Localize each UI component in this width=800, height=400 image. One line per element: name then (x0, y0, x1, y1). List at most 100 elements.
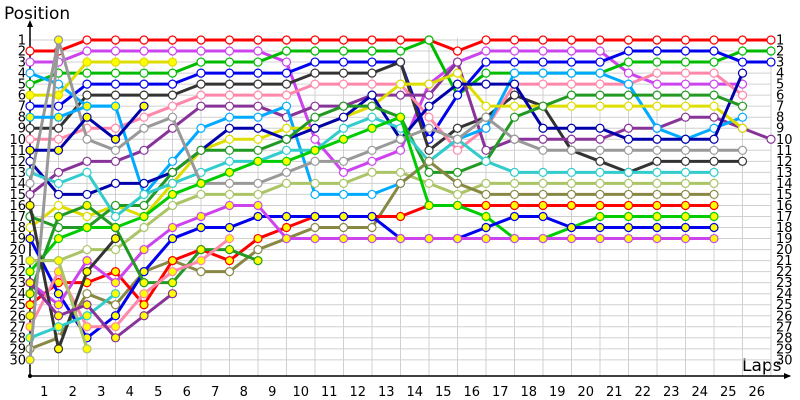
data-point (680, 145, 691, 155)
data-point (82, 300, 92, 310)
data-point (310, 134, 320, 144)
y-tick-label: 23 (776, 276, 793, 291)
data-point (680, 112, 691, 122)
data-point (110, 322, 121, 332)
data-point (652, 79, 662, 89)
data-point (25, 289, 35, 299)
data-point (25, 134, 35, 144)
y-tick-label: 4 (18, 67, 26, 82)
data-point (367, 90, 377, 100)
data-point (253, 211, 263, 222)
y-tick-label: 5 (776, 78, 784, 93)
x-tick-label: 15 (435, 385, 452, 400)
data-point (509, 90, 520, 100)
data-point (25, 267, 35, 277)
data-point (709, 134, 719, 144)
data-point (623, 79, 634, 89)
data-point (766, 35, 776, 45)
data-point (167, 35, 178, 45)
data-point (538, 79, 548, 89)
series-line (29, 93, 744, 230)
series-darkgrey-filled (25, 200, 121, 354)
x-tick-label: 25 (720, 385, 737, 400)
x-tick-label: 4 (126, 385, 134, 400)
series-grey-hollow (25, 35, 748, 188)
data-point (224, 167, 235, 177)
data-point (766, 134, 776, 144)
x-tick-label: 20 (577, 385, 594, 400)
y-tick-label: 21 (776, 254, 793, 269)
data-point (652, 189, 662, 200)
data-point (310, 112, 320, 122)
data-point (25, 68, 35, 78)
data-point (253, 112, 263, 122)
x-tick-label: 2 (69, 385, 77, 400)
data-point (25, 278, 35, 288)
data-point (110, 57, 121, 67)
data-point (680, 189, 691, 200)
data-point (680, 79, 691, 89)
data-point (281, 90, 292, 100)
data-point (709, 112, 719, 122)
data-point (310, 145, 320, 155)
data-point (652, 68, 662, 78)
data-point (196, 46, 206, 56)
data-point (196, 68, 206, 78)
y-tick-label: 5 (18, 78, 26, 93)
data-point (509, 57, 520, 67)
data-point (709, 101, 719, 111)
data-point (680, 68, 691, 78)
data-point (224, 178, 235, 188)
data-point (452, 167, 463, 177)
data-point (709, 156, 719, 166)
data-point (538, 46, 548, 56)
data-point (623, 200, 634, 211)
data-point (139, 311, 149, 321)
data-point (566, 79, 577, 89)
data-point (167, 189, 178, 200)
data-point (338, 35, 349, 45)
data-point (224, 46, 235, 56)
data-point (367, 156, 377, 166)
data-point (595, 79, 605, 89)
data-point (509, 112, 520, 122)
data-point (709, 200, 719, 211)
data-point (481, 189, 491, 200)
data-point (53, 344, 64, 354)
data-point (338, 178, 349, 188)
data-point (281, 79, 292, 89)
data-point (566, 123, 577, 133)
data-point (82, 322, 92, 332)
data-point (538, 233, 548, 244)
y-tick-label: 14 (9, 177, 26, 192)
data-point (680, 57, 691, 67)
data-point (53, 311, 64, 321)
data-point (139, 244, 149, 255)
data-point (623, 178, 634, 188)
data-point (623, 233, 634, 244)
series-lines (25, 35, 776, 365)
data-point (680, 156, 691, 166)
data-point (538, 200, 548, 211)
series-line (29, 292, 117, 340)
y-tick-label: 6 (776, 89, 784, 104)
y-tick-label: 26 (776, 309, 793, 324)
data-point (167, 278, 178, 288)
data-point (139, 278, 149, 288)
data-point (481, 145, 491, 155)
y-tick-label: 10 (9, 133, 26, 148)
data-point (680, 222, 691, 233)
data-point (452, 134, 463, 144)
data-point (25, 57, 35, 67)
data-point (253, 35, 263, 45)
data-point (253, 200, 263, 211)
data-point (424, 200, 434, 211)
data-point (367, 35, 377, 45)
data-point (82, 289, 92, 299)
data-point (110, 233, 121, 244)
data-point (167, 256, 178, 266)
data-point (53, 90, 64, 100)
data-point (481, 123, 491, 133)
data-point (224, 267, 235, 277)
data-point (110, 79, 121, 89)
